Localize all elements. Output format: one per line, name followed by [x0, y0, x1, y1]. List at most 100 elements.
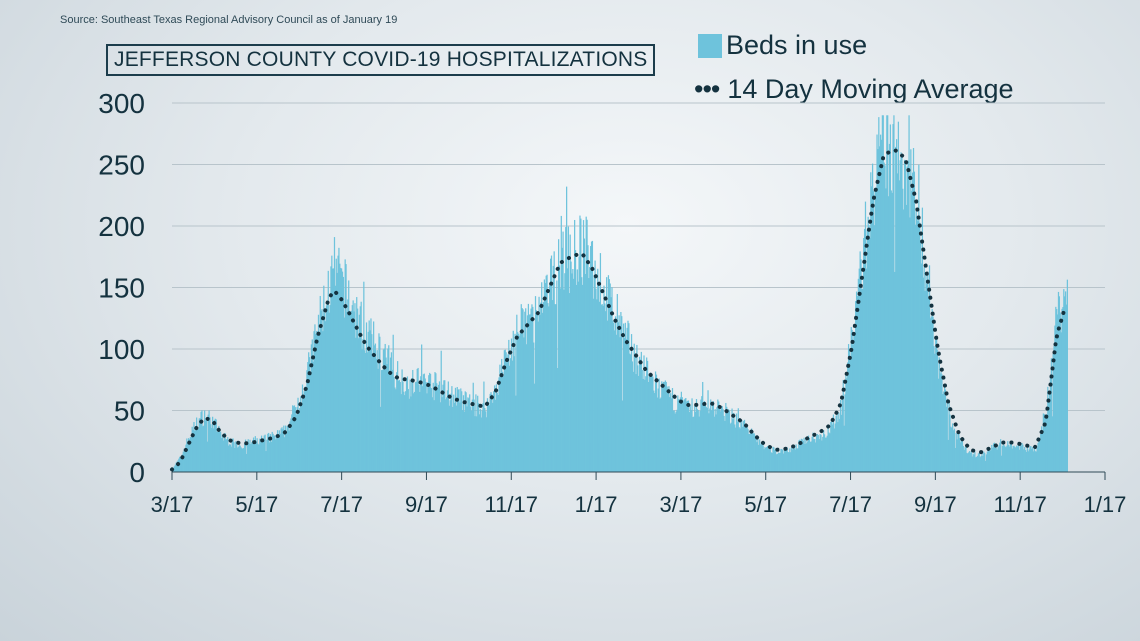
bar — [1064, 291, 1067, 472]
bar — [313, 331, 315, 472]
bar — [997, 447, 999, 472]
bar — [362, 339, 364, 472]
bar — [525, 344, 528, 472]
bar — [837, 422, 839, 472]
bar — [783, 453, 785, 472]
bar — [340, 267, 342, 472]
bar — [838, 412, 840, 472]
bar — [949, 414, 951, 472]
bar — [538, 296, 540, 472]
bar — [495, 384, 497, 472]
bar — [611, 287, 613, 472]
bar — [203, 425, 205, 472]
bar — [1026, 446, 1028, 472]
bar — [965, 445, 967, 472]
bar — [685, 397, 687, 472]
bar — [884, 165, 886, 472]
bar — [514, 333, 516, 472]
bar — [429, 372, 431, 472]
bar — [212, 416, 214, 472]
bar — [394, 387, 396, 472]
bar — [408, 398, 410, 472]
bar — [318, 334, 320, 472]
bar — [396, 372, 398, 472]
bar — [1038, 437, 1040, 472]
bar — [488, 405, 490, 472]
bar — [508, 339, 510, 472]
bar — [908, 115, 910, 473]
bar — [630, 334, 633, 472]
bar — [403, 391, 405, 472]
bar — [444, 380, 446, 472]
bar — [480, 417, 482, 472]
bar — [854, 332, 856, 472]
bar — [498, 377, 500, 472]
bar — [457, 389, 459, 472]
bar — [932, 316, 934, 472]
bar — [247, 439, 249, 472]
bar — [957, 431, 959, 472]
bar — [583, 238, 586, 472]
bar — [587, 245, 589, 472]
bar — [1066, 279, 1068, 472]
bar — [799, 441, 802, 472]
bar — [752, 433, 755, 472]
bar — [832, 414, 835, 472]
bar — [187, 442, 189, 472]
bar — [867, 216, 869, 472]
bar — [183, 448, 185, 472]
bar — [716, 407, 718, 472]
bar — [430, 388, 433, 472]
bar — [180, 456, 183, 472]
bar — [175, 462, 177, 472]
bar — [460, 388, 462, 472]
bar — [401, 369, 403, 472]
bar — [503, 350, 505, 472]
bar — [584, 273, 586, 472]
bar — [477, 403, 480, 472]
bar — [630, 354, 632, 472]
bar — [535, 310, 538, 472]
bar — [567, 226, 570, 472]
bar — [439, 402, 441, 472]
bar — [586, 219, 588, 472]
bar — [267, 433, 269, 472]
bar — [1060, 332, 1062, 472]
bar — [466, 406, 468, 472]
bar — [196, 429, 199, 472]
bar — [848, 349, 851, 472]
bar — [291, 414, 293, 472]
bar — [272, 433, 274, 472]
bar — [391, 369, 393, 472]
bar — [845, 373, 847, 472]
bar — [300, 396, 302, 472]
bar — [335, 258, 337, 472]
bar — [698, 416, 700, 472]
bar — [288, 430, 290, 472]
bar — [364, 350, 366, 472]
bar — [268, 442, 271, 472]
bar — [197, 428, 200, 472]
bar — [1044, 415, 1046, 472]
bar — [672, 410, 674, 472]
bar — [890, 190, 892, 472]
bar — [981, 452, 983, 472]
bar — [640, 351, 642, 472]
bar — [393, 377, 395, 472]
bar — [469, 394, 471, 472]
bar — [468, 398, 470, 472]
bar — [249, 439, 251, 472]
bar — [301, 384, 304, 472]
bar — [263, 435, 265, 472]
bar — [876, 134, 878, 473]
bar — [690, 410, 692, 472]
bar — [1057, 291, 1060, 472]
bar — [732, 419, 734, 472]
bar — [1042, 413, 1044, 472]
bar — [437, 384, 440, 472]
bar — [790, 452, 792, 472]
bar — [248, 443, 250, 472]
bar — [679, 397, 682, 472]
bar — [793, 447, 795, 472]
bar — [244, 439, 247, 472]
